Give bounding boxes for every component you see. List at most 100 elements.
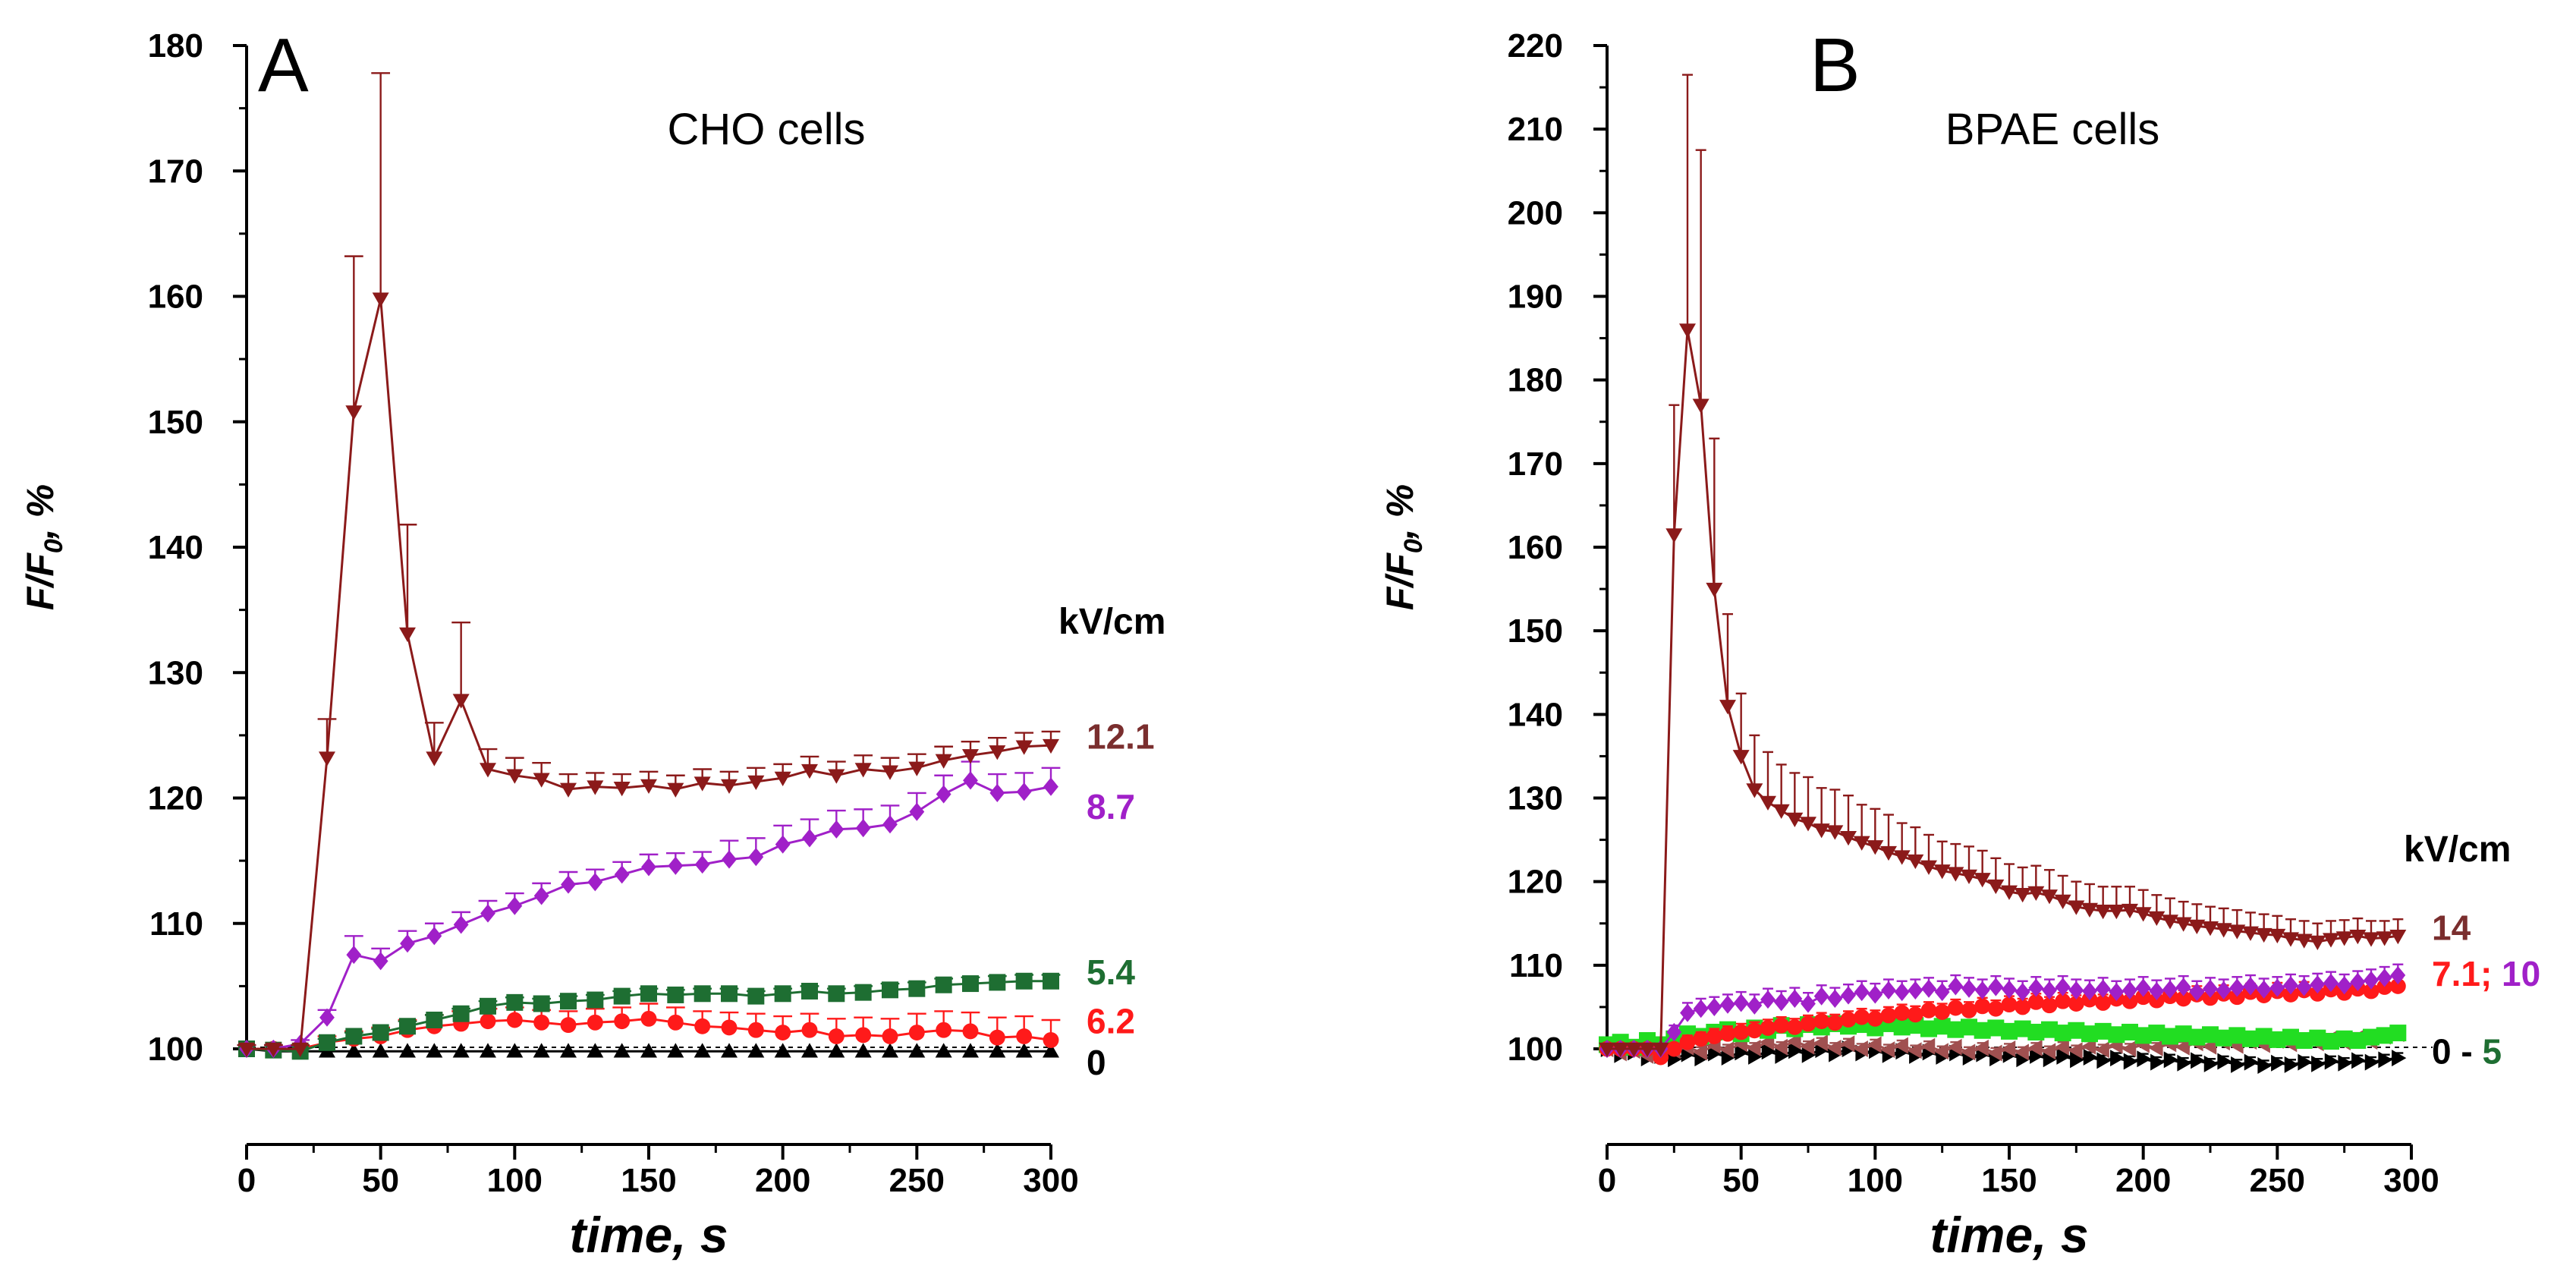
data-point	[1760, 795, 1776, 811]
data-point	[1907, 854, 1924, 870]
data-point	[2283, 976, 2298, 995]
data-point	[2202, 990, 2219, 1006]
data-point	[1920, 860, 1937, 875]
data-point	[2323, 973, 2339, 993]
data-point	[2162, 1028, 2178, 1045]
data-point	[1639, 1042, 1656, 1057]
y-axis-title-main: F/F	[1379, 552, 1421, 610]
data-point	[1947, 1038, 1962, 1056]
data-point	[319, 1008, 335, 1027]
data-point	[801, 1043, 818, 1058]
data-point	[2081, 1037, 2096, 1055]
data-point	[1679, 1034, 1696, 1050]
data-point	[265, 1042, 282, 1057]
data-point	[1934, 1004, 1951, 1020]
data-point	[1760, 990, 1776, 1009]
panel-b: 1001101201301401501601701801902002102200…	[1379, 23, 2540, 1263]
data-point	[507, 896, 523, 915]
y-axis-title: F/F0, %	[19, 484, 68, 610]
data-point	[506, 1012, 523, 1028]
x-tick-label: 300	[2383, 1162, 2439, 1199]
data-point	[1666, 1022, 1682, 1042]
data-point	[667, 1043, 684, 1058]
y-tick-label: 130	[148, 654, 203, 691]
data-point	[828, 769, 845, 784]
data-point	[2242, 1030, 2259, 1047]
data-point	[1043, 738, 1059, 754]
data-point	[1974, 873, 1991, 888]
data-point	[1706, 997, 1722, 1017]
x-tick-label: 250	[2250, 1162, 2305, 1199]
y-tick-label: 180	[1508, 362, 1563, 399]
data-point	[1706, 1028, 1722, 1044]
x-tick-label: 100	[1848, 1162, 1903, 1199]
y-tick-label: 160	[148, 279, 203, 316]
data-point	[1908, 981, 1923, 1000]
data-point	[801, 982, 818, 1000]
data-point	[1773, 993, 1789, 1012]
data-point	[882, 981, 898, 999]
data-point	[2282, 1028, 2299, 1046]
y-tick-label: 150	[1508, 612, 1563, 650]
data-point	[962, 1043, 979, 1058]
data-point	[1987, 1000, 2004, 1017]
panel-a: 100 110 120 130 140 150 160 170 180 0 50 100 150 200 2…	[19, 23, 1165, 1263]
series	[1599, 963, 2406, 1059]
data-point	[2041, 997, 2058, 1014]
data-point	[1692, 1044, 1707, 1061]
data-point	[1921, 979, 1936, 998]
y-tick-label: 120	[148, 780, 203, 817]
data-point	[640, 779, 657, 794]
series-end-label: 5.4	[1087, 952, 1135, 992]
data-point	[1853, 836, 1870, 851]
data-point	[2323, 933, 2339, 948]
axes: 100 110 120 130 140 150 160 170 180 0 50 100 150 200 2…	[19, 27, 1079, 1263]
x-tick-label: 50	[362, 1162, 399, 1199]
data-point	[506, 769, 524, 784]
data-point	[452, 1043, 470, 1058]
data-point	[1947, 867, 1964, 882]
data-point	[1015, 1043, 1033, 1058]
x-axis-title: time, s	[569, 1207, 728, 1263]
data-point	[1894, 1005, 1911, 1022]
series-end-label-part: 5	[2482, 1031, 2502, 1071]
data-point	[1015, 740, 1033, 755]
data-point	[2390, 965, 2406, 985]
data-point	[1693, 1031, 1709, 1047]
series-end-label: 14	[2432, 908, 2471, 947]
data-point	[1867, 1010, 1883, 1027]
y-tick-label: 110	[149, 905, 203, 943]
data-point	[667, 782, 684, 798]
data-point	[1961, 1018, 1977, 1036]
data-point	[2148, 1039, 2163, 1056]
data-point	[1947, 1000, 1964, 1016]
data-point	[2349, 930, 2367, 945]
data-point	[2027, 886, 2045, 901]
data-point	[2027, 1023, 2045, 1040]
data-point	[2363, 932, 2379, 947]
data-point	[935, 1043, 952, 1058]
unit-label: kV/cm	[1058, 602, 1165, 642]
data-point	[2255, 1028, 2272, 1045]
y-axis-title-main: F/F	[19, 552, 61, 610]
data-point	[613, 987, 631, 1005]
data-point	[1733, 993, 1749, 1012]
data-point	[962, 749, 979, 764]
data-point	[560, 1017, 577, 1034]
data-point	[2122, 1023, 2138, 1040]
series-end-label-part: 14	[2432, 908, 2471, 947]
data-point	[319, 1034, 335, 1051]
data-point	[774, 1043, 791, 1058]
data-point	[1961, 1044, 1976, 1061]
data-point	[1679, 323, 1696, 338]
data-point	[1748, 1047, 1763, 1065]
data-point	[426, 1011, 443, 1028]
data-point	[1612, 1042, 1629, 1057]
data-point	[1599, 1042, 1615, 1057]
data-point	[2242, 926, 2259, 941]
x-tick-label: 150	[621, 1162, 676, 1199]
data-point	[1733, 1024, 1750, 1040]
data-point	[1840, 1011, 1857, 1028]
data-point	[1775, 1047, 1790, 1064]
